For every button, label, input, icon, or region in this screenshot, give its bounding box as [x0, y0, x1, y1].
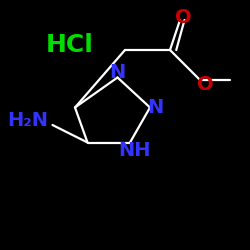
- Text: N: N: [110, 63, 126, 82]
- Text: H₂N: H₂N: [7, 110, 48, 130]
- Text: N: N: [147, 98, 163, 117]
- Text: NH: NH: [119, 140, 151, 160]
- Text: O: O: [197, 76, 213, 94]
- Text: HCl: HCl: [46, 33, 94, 57]
- Text: O: O: [176, 8, 192, 27]
